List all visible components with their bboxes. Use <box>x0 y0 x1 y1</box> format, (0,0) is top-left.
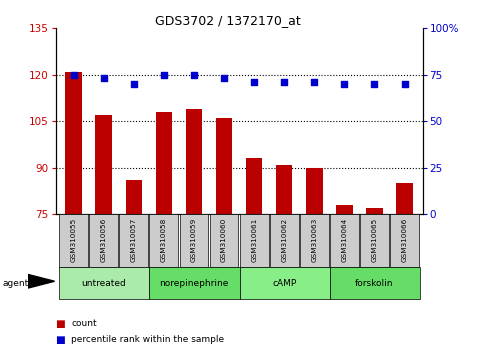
Bar <box>246 159 262 214</box>
Bar <box>330 214 359 267</box>
Title: GDS3702 / 1372170_at: GDS3702 / 1372170_at <box>155 14 301 27</box>
Text: GSM310064: GSM310064 <box>341 218 347 262</box>
Bar <box>390 214 419 267</box>
Text: norepinephrine: norepinephrine <box>159 279 228 288</box>
Bar <box>276 165 293 214</box>
Text: GSM310063: GSM310063 <box>312 218 317 262</box>
Point <box>250 79 258 85</box>
Text: cAMP: cAMP <box>272 279 297 288</box>
Bar <box>156 112 172 214</box>
Text: GSM310060: GSM310060 <box>221 218 227 262</box>
Bar <box>96 115 112 214</box>
Text: forskolin: forskolin <box>355 279 394 288</box>
Bar <box>210 214 239 267</box>
Polygon shape <box>28 274 55 288</box>
Text: GSM310065: GSM310065 <box>371 218 378 262</box>
Text: GSM310062: GSM310062 <box>281 218 287 262</box>
Text: GSM310058: GSM310058 <box>161 218 167 262</box>
Point <box>311 79 318 85</box>
Text: ■: ■ <box>56 335 65 345</box>
Bar <box>216 118 232 214</box>
Bar <box>306 168 323 214</box>
Bar <box>149 267 240 299</box>
Point <box>160 72 168 78</box>
Point <box>401 81 409 87</box>
Text: GSM310061: GSM310061 <box>251 218 257 262</box>
Bar <box>185 109 202 214</box>
Bar <box>89 214 118 267</box>
Text: percentile rank within the sample: percentile rank within the sample <box>71 335 225 344</box>
Point <box>130 81 138 87</box>
Bar <box>336 205 353 214</box>
Bar <box>366 208 383 214</box>
Point <box>70 72 77 78</box>
Bar <box>300 214 329 267</box>
Bar <box>270 214 298 267</box>
Point <box>370 81 378 87</box>
Point <box>220 76 228 81</box>
Bar <box>180 214 208 267</box>
Text: agent: agent <box>2 279 28 288</box>
Text: GSM310066: GSM310066 <box>401 218 408 262</box>
Text: untreated: untreated <box>81 279 126 288</box>
Text: GSM310057: GSM310057 <box>131 218 137 262</box>
Bar <box>149 214 178 267</box>
Text: ■: ■ <box>56 319 65 329</box>
Bar <box>330 267 420 299</box>
Text: GSM310055: GSM310055 <box>71 218 77 262</box>
Bar <box>65 72 82 214</box>
Text: count: count <box>71 319 97 329</box>
Text: GSM310056: GSM310056 <box>100 218 107 262</box>
Bar <box>59 214 88 267</box>
Text: GSM310059: GSM310059 <box>191 218 197 262</box>
Bar <box>360 214 389 267</box>
Point <box>341 81 348 87</box>
Point <box>280 79 288 85</box>
Point <box>190 72 198 78</box>
Bar <box>119 214 148 267</box>
Bar <box>396 183 413 214</box>
Bar <box>126 180 142 214</box>
Bar <box>240 214 269 267</box>
Point <box>100 76 108 81</box>
Bar <box>59 267 149 299</box>
Bar <box>240 267 330 299</box>
